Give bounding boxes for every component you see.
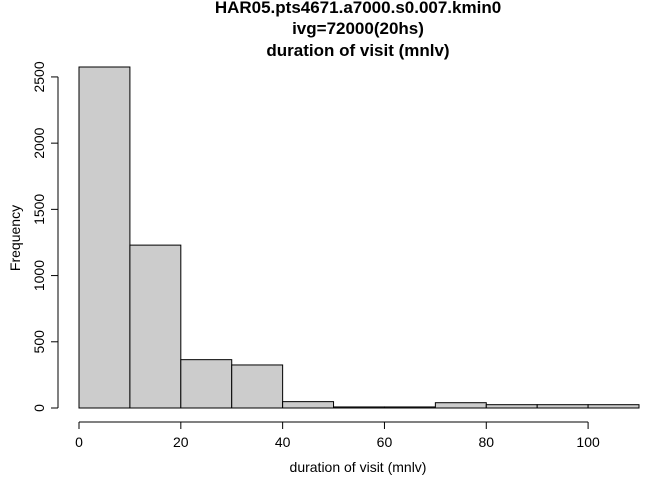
histogram-bar <box>129 244 182 409</box>
histogram-bar <box>180 359 233 409</box>
histogram-bar <box>587 404 640 409</box>
x-axis-tick-label: 100 <box>576 434 600 450</box>
y-axis-tick-label: 500 <box>31 330 47 354</box>
x-axis-tick-label: 80 <box>478 434 494 450</box>
chart-title-line-2: ivg=72000(20hs) <box>292 19 424 38</box>
chart-title-line-1: HAR05.pts4671.a7000.s0.007.kmin0 <box>215 0 501 17</box>
x-axis: 0 20 40 60 80 100 <box>75 421 600 450</box>
histogram-bar <box>485 404 538 409</box>
x-axis-tick-label: 0 <box>75 434 83 450</box>
histogram-bar <box>536 404 589 409</box>
histogram-bars <box>78 66 640 409</box>
histogram-bar <box>282 401 335 409</box>
x-axis-tick-label: 60 <box>377 434 393 450</box>
y-axis-tick-label: 0 <box>31 404 47 412</box>
y-axis-tick-label: 1000 <box>31 260 47 291</box>
y-axis-tick-label: 1500 <box>31 194 47 225</box>
histogram-bar <box>333 406 385 409</box>
x-axis-tick-label: 40 <box>275 434 291 450</box>
chart-title-line-3: duration of visit (mnlv) <box>266 41 449 60</box>
y-axis-label: Frequency <box>7 205 23 271</box>
y-axis-tick-label: 2500 <box>31 61 47 92</box>
x-axis-tick-label: 20 <box>173 434 189 450</box>
histogram-bar <box>383 406 436 409</box>
histogram-bar <box>434 402 487 409</box>
x-axis-label: duration of visit (mnlv) <box>290 459 427 475</box>
histogram-bar <box>231 364 284 409</box>
histogram-bar <box>78 66 131 409</box>
y-axis-tick-label: 2000 <box>31 127 47 158</box>
y-axis: 0 500 1000 1500 2000 2500 <box>31 61 59 412</box>
